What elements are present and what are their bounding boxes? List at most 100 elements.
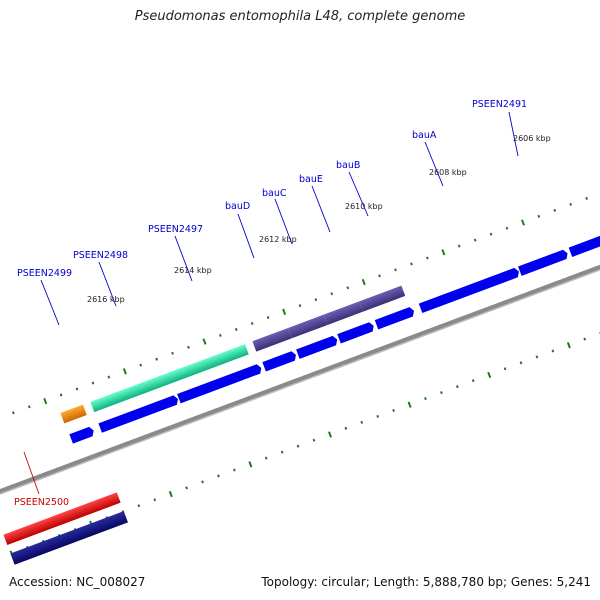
gene-label-bauC[interactable]: bauC [262,188,287,199]
scale-minor-tick [410,262,413,266]
map-track-group [0,196,600,565]
cds-arrow[interactable] [177,363,263,404]
kbp-label: 2616 kbp [87,295,125,304]
scale-minor-tick [312,438,316,442]
scale-major-tick [520,219,525,226]
scale-minor-tick [583,337,587,341]
leader-bauB [348,171,369,217]
scale-minor-tick [107,375,111,379]
cds-arrow[interactable] [518,249,569,276]
scale-minor-tick [298,304,302,308]
gene-label-bauA[interactable]: bauA [412,130,437,141]
gene-label-PSEEN2499[interactable]: PSEEN2499 [17,268,72,279]
scale-minor-tick [553,208,557,212]
scale-minor-tick [392,408,395,412]
scale-major-tick [202,338,207,345]
scale-major-tick [282,308,287,315]
scale-labels: 2606 kbp 2608 kbp 2610 kbp 2612 kbp 2614… [87,134,551,304]
gene-bar-PSEEN2497[interactable] [90,344,249,413]
scale-minor-tick [519,361,523,365]
scale-minor-tick [457,244,461,248]
scale-minor-tick [360,420,364,424]
scale-major-tick [441,249,446,256]
kbp-label: 2610 kbp [345,202,383,211]
cds-arrow[interactable] [69,426,95,444]
gene-label-PSEEN2497[interactable]: PSEEN2497 [148,224,203,235]
forward-cds-track [69,227,600,444]
gene-label-PSEEN2491[interactable]: PSEEN2491 [472,99,527,110]
cds-arrow[interactable] [262,350,297,372]
scale-ticks-lower [9,331,600,557]
kbp-label: 2606 kbp [513,134,551,143]
gene-bar-bauD[interactable] [252,327,292,352]
scale-major-tick [168,490,173,498]
leader-PSEEN2497 [174,235,193,282]
scale-minor-tick [569,202,573,206]
gene-bar-PSEEN2499[interactable] [60,404,87,424]
scale-major-tick [361,278,366,286]
topology-summary: Topology: circular; Length: 5,888,780 bp… [261,575,591,589]
scale-major-tick [566,342,571,349]
scale-major-tick [248,461,253,468]
genome-backbone [0,234,600,506]
scale-minor-tick [233,468,236,472]
map-title: Pseudomonas entomophila L48, complete ge… [134,9,466,24]
scale-minor-tick [376,414,380,418]
gene-bar-PSEEN2500[interactable] [3,492,121,546]
gene-label-bauE[interactable]: bauE [299,174,323,185]
leader-bauC [274,198,293,245]
cds-arrow[interactable] [296,335,339,359]
gene-label-bauB[interactable]: bauB [336,160,360,171]
scale-minor-tick [503,367,507,371]
scale-minor-tick [139,363,143,367]
leader-bauA [424,141,444,187]
leader-PSEEN2498 [98,261,117,307]
cds-arrow[interactable] [98,394,179,433]
cds-arrow[interactable] [568,227,600,257]
scale-minor-tick [201,480,204,484]
scale-minor-tick [137,504,141,508]
scale-major-tick [328,431,332,438]
scale-minor-tick [75,387,79,391]
gene-label-PSEEN2498[interactable]: PSEEN2498 [73,250,128,261]
cds-arrow[interactable] [418,267,521,313]
gene-leader-lines [23,111,519,495]
scale-minor-tick [264,456,268,460]
scale-minor-tick [91,381,95,385]
scale-minor-tick [155,357,159,361]
scale-minor-tick [424,397,427,401]
scale-minor-tick [473,238,477,242]
scale-minor-tick [330,292,334,296]
scale-minor-tick [266,316,270,320]
scale-minor-tick [187,345,190,349]
leader-PSEEN2499 [40,279,60,326]
highlight-track [3,285,406,546]
gene-label-PSEEN2500[interactable]: PSEEN2500 [14,497,69,508]
scale-minor-tick [59,393,63,397]
scale-minor-tick [346,286,350,290]
reverse-cds-navy[interactable] [10,511,128,565]
kbp-label: 2612 kbp [259,235,297,244]
genome-backbone-shadow [0,238,600,506]
accession-label: Accession: NC_008027 [9,575,146,589]
scale-minor-tick [489,232,493,236]
scale-minor-tick [171,351,174,355]
cds-arrow[interactable] [374,306,416,330]
leader-bauD [237,213,255,259]
gene-labels: PSEEN2491 bauA bauB bauE bauC bauD PSEEN… [14,99,527,508]
cds-arrow[interactable] [337,321,375,344]
scale-minor-tick [344,426,348,430]
gene-label-bauD[interactable]: bauD [225,201,250,212]
scale-major-tick [122,368,127,375]
scale-minor-tick [551,349,555,353]
scale-minor-tick [440,391,443,395]
gene-bar-bauB[interactable] [359,285,406,312]
gene-bar-bauC[interactable] [288,314,328,339]
scale-minor-tick [537,214,541,218]
scale-minor-tick [505,226,509,230]
scale-major-tick [43,397,48,405]
gene-bar-bauE[interactable] [323,301,364,325]
scale-minor-tick [471,379,475,383]
leader-PSEEN2491 [508,111,519,157]
